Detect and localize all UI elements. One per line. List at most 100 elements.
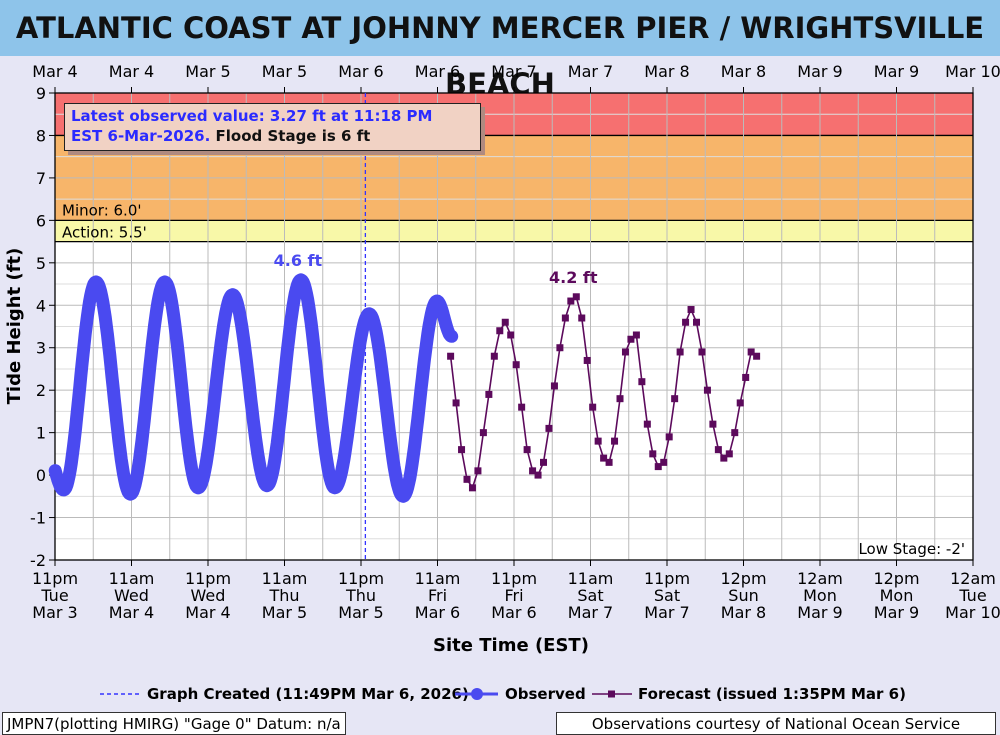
x-tick-date-label: Mar 7 xyxy=(644,603,689,622)
x-tick-date-label: Mar 4 xyxy=(109,603,154,622)
y-axis-title: Tide Height (ft) xyxy=(4,248,25,405)
x-tick-date-label: Mar 6 xyxy=(415,603,460,622)
forecast-point xyxy=(589,403,597,411)
y-tick-label: 5 xyxy=(36,254,46,273)
forecast-point xyxy=(611,437,619,445)
x-tick-date-label: Mar 5 xyxy=(262,603,307,622)
x-tick-day-label: Fri xyxy=(428,586,447,605)
y-tick-label: 3 xyxy=(36,339,46,358)
x-top-tick-label: Mar 5 xyxy=(262,62,307,81)
x-tick-day-label: Wed xyxy=(191,586,226,605)
page-title: ATLANTIC COAST AT JOHNNY MERCER PIER / W… xyxy=(15,11,985,101)
peak-annotation: 4.2 ft xyxy=(549,268,598,287)
x-top-tick-label: Mar 10 xyxy=(945,62,1000,81)
forecast-point xyxy=(512,361,520,369)
x-tick-date-label: Mar 5 xyxy=(338,603,383,622)
y-tick-label: 6 xyxy=(36,211,46,230)
y-tick-label: 8 xyxy=(36,126,46,145)
x-top-tick-label: Mar 9 xyxy=(874,62,919,81)
x-tick-date-label: Mar 10 xyxy=(945,603,1000,622)
forecast-point xyxy=(447,352,455,360)
forecast-point xyxy=(665,433,673,441)
x-tick-date-label: Mar 3 xyxy=(32,603,77,622)
x-top-tick-label: Mar 4 xyxy=(32,62,77,81)
forecast-point xyxy=(627,335,635,343)
forecast-point xyxy=(638,378,646,386)
x-tick-day-label: Sun xyxy=(728,586,758,605)
x-tick-time-label: 11pm xyxy=(338,569,384,588)
forecast-point xyxy=(474,467,482,475)
forecast-point xyxy=(687,306,695,314)
x-tick-time-label: 12pm xyxy=(873,569,919,588)
forecast-point xyxy=(583,356,591,364)
x-tick-day-label: Sat xyxy=(577,586,603,605)
forecast-point xyxy=(747,348,755,356)
plot-frame xyxy=(54,92,974,561)
x-tick-date-label: Mar 6 xyxy=(491,603,536,622)
y-tick-label: -2 xyxy=(30,551,46,570)
x-tick-time-label: 11pm xyxy=(32,569,78,588)
forecast-point xyxy=(632,331,640,339)
forecast-point xyxy=(490,352,498,360)
x-tick-day-label: Tue xyxy=(40,586,68,605)
x-top-tick-label: Mar 4 xyxy=(109,62,154,81)
legend-created-label: Graph Created (11:49PM Mar 6, 2026) xyxy=(147,685,469,703)
forecast-point xyxy=(605,458,613,466)
forecast-point xyxy=(572,293,580,301)
legend-forecast-label: Forecast (issued 1:35PM Mar 6) xyxy=(638,685,906,703)
forecast-point xyxy=(507,331,515,339)
forecast-point xyxy=(654,463,662,471)
minor-stage-label: Minor: 6.0' xyxy=(62,201,142,219)
x-axis-title: Site Time (EST) xyxy=(433,635,589,656)
x-top-tick-label: Mar 9 xyxy=(797,62,842,81)
forecast-point xyxy=(496,327,504,335)
x-tick-time-label: 11am xyxy=(568,569,614,588)
gage-datum-footer: JMPN7(plotting HMIRG) "Gage 0" Datum: n/… xyxy=(2,712,346,735)
x-top-tick-label: Mar 6 xyxy=(415,62,460,81)
x-tick-time-label: 11pm xyxy=(491,569,537,588)
x-tick-date-label: Mar 9 xyxy=(797,603,842,622)
y-tick-label: 1 xyxy=(36,424,46,443)
x-tick-day-label: Wed xyxy=(114,586,149,605)
forecast-point xyxy=(753,352,761,360)
y-tick-label: -1 xyxy=(30,509,46,528)
flood-stage-text: Flood Stage is 6 ft xyxy=(210,127,371,145)
x-top-tick-label: Mar 7 xyxy=(491,62,536,81)
forecast-point xyxy=(643,420,651,428)
x-tick-time-label: 12pm xyxy=(720,569,766,588)
forecast-point xyxy=(714,446,722,454)
x-top-tick-label: Mar 7 xyxy=(568,62,613,81)
x-top-tick-label: Mar 8 xyxy=(644,62,689,81)
x-tick-day-label: Fri xyxy=(504,586,523,605)
low-stage-label: Low Stage: -2' xyxy=(858,540,965,558)
forecast-point xyxy=(523,446,531,454)
latest-value-line1: Latest observed value: 3.27 ft at 11:18 … xyxy=(71,107,433,125)
forecast-point xyxy=(578,314,586,322)
forecast-point xyxy=(567,297,575,305)
action-stage-label: Action: 5.5' xyxy=(62,224,147,242)
x-tick-time-label: 12am xyxy=(950,569,996,588)
forecast-point xyxy=(671,395,679,403)
forecast-point xyxy=(736,399,744,407)
forecast-point xyxy=(600,454,608,462)
x-tick-time-label: 12am xyxy=(797,569,843,588)
x-top-tick-label: Mar 8 xyxy=(721,62,766,81)
forecast-point xyxy=(561,314,569,322)
forecast-point xyxy=(556,344,564,352)
x-top-tick-label: Mar 6 xyxy=(338,62,383,81)
forecast-point xyxy=(501,318,509,326)
x-tick-date-label: Mar 7 xyxy=(568,603,613,622)
forecast-point xyxy=(621,348,629,356)
forecast-point xyxy=(463,475,471,483)
x-tick-day-label: Thu xyxy=(345,586,376,605)
forecast-point xyxy=(545,424,553,432)
x-tick-day-label: Tue xyxy=(958,586,986,605)
legend-observed-swatch-marker xyxy=(471,688,483,700)
latest-value-box: Latest observed value: 3.27 ft at 11:18 … xyxy=(64,103,481,151)
forecast-point xyxy=(676,348,684,356)
forecast-point xyxy=(725,450,733,458)
forecast-point xyxy=(479,429,487,437)
peak-annotation: 4.6 ft xyxy=(274,251,323,270)
x-tick-date-label: Mar 9 xyxy=(874,603,919,622)
